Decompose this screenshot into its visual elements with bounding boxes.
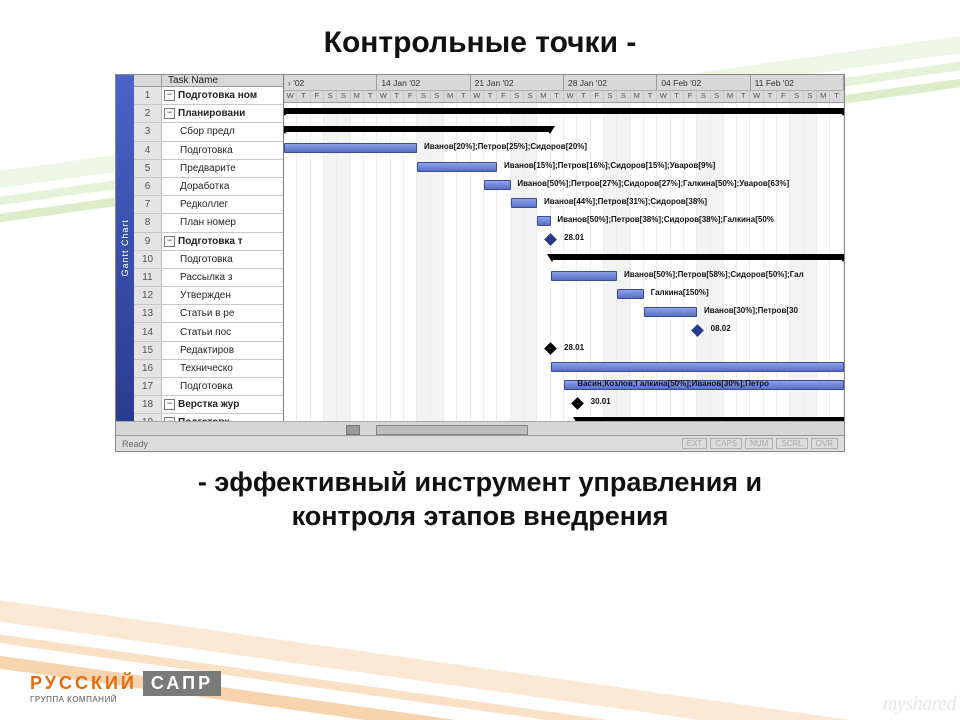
milestone-icon[interactable] [691, 324, 704, 337]
table-row[interactable]: 1Подготовка ном [134, 87, 283, 105]
timeline-header: › '0214 Jan '0221 Jan '0228 Jan '0204 Fe… [284, 75, 844, 103]
milestone-icon[interactable] [571, 397, 584, 410]
gantt-row [284, 103, 844, 121]
bar-label: 28.01 [564, 343, 584, 352]
gantt-row: Иванов[50%];Петров[58%];Сидоров[50%];Гал [284, 267, 844, 285]
gantt-row: Иванов[30%];Петров[30 [284, 303, 844, 321]
gantt-row: 08.02 [284, 321, 844, 339]
task-bar[interactable] [511, 198, 538, 208]
gantt-row: Васин;Козлов;Галкина[50%];Иванов[30%];Пе… [284, 376, 844, 394]
milestone-icon[interactable] [544, 233, 557, 246]
table-row[interactable]: 11Рассылка з [134, 269, 283, 287]
table-row[interactable]: 5Предварите [134, 160, 283, 178]
horizontal-scrollbar[interactable] [116, 421, 844, 435]
task-bar[interactable] [551, 271, 618, 281]
gantt-chart-area[interactable]: Иванов[20%];Петров[25%];Сидоров[20%] Иван… [284, 103, 844, 421]
gantt-row: 28.01 [284, 230, 844, 248]
bar-label: Иванов[20%];Петров[25%];Сидоров[20%] [424, 142, 587, 151]
gantt-row [284, 249, 844, 267]
status-ovr: OVR [811, 438, 838, 449]
table-row[interactable]: 6Доработка [134, 178, 283, 196]
task-list-panel: Task Name 1Подготовка ном2Планировани3Сб… [134, 75, 284, 421]
gantt-row: 30.01 [284, 394, 844, 412]
timeline-panel: › '0214 Jan '0221 Jan '0228 Jan '0204 Fe… [284, 75, 844, 421]
status-ext: EXT [682, 438, 708, 449]
gantt-screenshot: Gantt Chart Task Name 1Подготовка ном2Пл… [115, 74, 845, 452]
gantt-side-label: Gantt Chart [120, 219, 130, 277]
gantt-row: Иванов[50%];Петров[27%];Сидоров[27%];Гал… [284, 176, 844, 194]
gantt-row: Иванов[44%];Петров[31%];Сидоров[38%] [284, 194, 844, 212]
bar-label: Васин;Козлов;Галкина[50%];Иванов[30%];Пе… [577, 379, 769, 388]
bar-label: Иванов[15%];Петров[16%];Сидоров[15%];Ува… [504, 161, 715, 170]
bar-label: 28.01 [564, 233, 584, 242]
table-row[interactable]: 2Планировани [134, 105, 283, 123]
bar-label: Галкина[150%] [651, 288, 709, 297]
status-num: NUM [745, 438, 773, 449]
table-row[interactable]: 14Статьи пос [134, 323, 283, 341]
summary-bar[interactable] [551, 254, 844, 260]
table-row[interactable]: 8План номер [134, 214, 283, 232]
week-header: 11 Feb '02 [751, 75, 844, 90]
week-header: 28 Jan '02 [564, 75, 657, 90]
gantt-row [284, 121, 844, 139]
gantt-row: Иванов[15%];Петров[16%];Сидоров[15%];Ува… [284, 158, 844, 176]
slide-title: Контрольные точки - [324, 26, 637, 60]
bar-label: Иванов[50%];Петров[58%];Сидоров[50%];Гал [624, 270, 804, 279]
status-scrl: SCRL [776, 438, 807, 449]
table-row[interactable]: 13Статьи в ре [134, 305, 283, 323]
gantt-row: Иванов[50%];Петров[38%];Сидоров[38%];Гал… [284, 212, 844, 230]
bar-label: Иванов[30%];Петров[30 [704, 306, 798, 315]
table-row[interactable]: 12Утвержден [134, 287, 283, 305]
table-row[interactable]: 16Техническо [134, 360, 283, 378]
table-row[interactable]: 15Редактиров [134, 342, 283, 360]
task-bar[interactable] [617, 289, 644, 299]
week-header: 21 Jan '02 [471, 75, 564, 90]
bar-label: Иванов[50%];Петров[27%];Сидоров[27%];Гал… [517, 179, 789, 188]
gantt-row [284, 412, 844, 421]
table-row[interactable]: 18Верстка жур [134, 396, 283, 414]
task-name-column-header[interactable]: Task Name [162, 75, 283, 86]
task-list-header: Task Name [134, 75, 283, 87]
milestone-icon[interactable] [544, 342, 557, 355]
table-row[interactable]: 7Редколлег [134, 196, 283, 214]
gantt-row: 28.01 [284, 340, 844, 358]
summary-bar[interactable] [284, 108, 844, 114]
task-bar[interactable] [284, 143, 417, 153]
gantt-side-tab[interactable]: Gantt Chart [116, 75, 134, 421]
task-bar[interactable] [551, 362, 844, 372]
week-header: 14 Jan '02 [377, 75, 470, 90]
gantt-row [284, 358, 844, 376]
status-caps: CAPS [710, 438, 742, 449]
gantt-row: Галкина[150%] [284, 285, 844, 303]
status-bar: Ready EXT CAPS NUM SCRL OVR [116, 435, 844, 451]
bar-label: Иванов[50%];Петров[38%];Сидоров[38%];Гал… [557, 215, 774, 224]
bar-label: 30.01 [591, 397, 611, 406]
table-row[interactable]: 9Подготовка т [134, 233, 283, 251]
table-row[interactable]: 10Подготовка [134, 251, 283, 269]
status-text: Ready [122, 439, 679, 449]
week-header: 04 Feb '02 [657, 75, 750, 90]
bar-label: Иванов[44%];Петров[31%];Сидоров[38%] [544, 197, 707, 206]
gantt-row: Иванов[20%];Петров[25%];Сидоров[20%] [284, 139, 844, 157]
task-bar[interactable] [644, 307, 697, 317]
table-row[interactable]: 17Подготовка [134, 378, 283, 396]
table-row[interactable]: 4Подготовка [134, 142, 283, 160]
task-bar[interactable] [484, 180, 511, 190]
table-row[interactable]: 3Сбор предл [134, 123, 283, 141]
task-bar[interactable] [417, 162, 497, 172]
slide-subtitle: - эффективный инструмент управления икон… [198, 466, 762, 534]
summary-bar[interactable] [284, 126, 551, 132]
bar-label: 08.02 [711, 324, 731, 333]
week-header: › '02 [284, 75, 377, 90]
task-bar[interactable] [537, 216, 550, 226]
